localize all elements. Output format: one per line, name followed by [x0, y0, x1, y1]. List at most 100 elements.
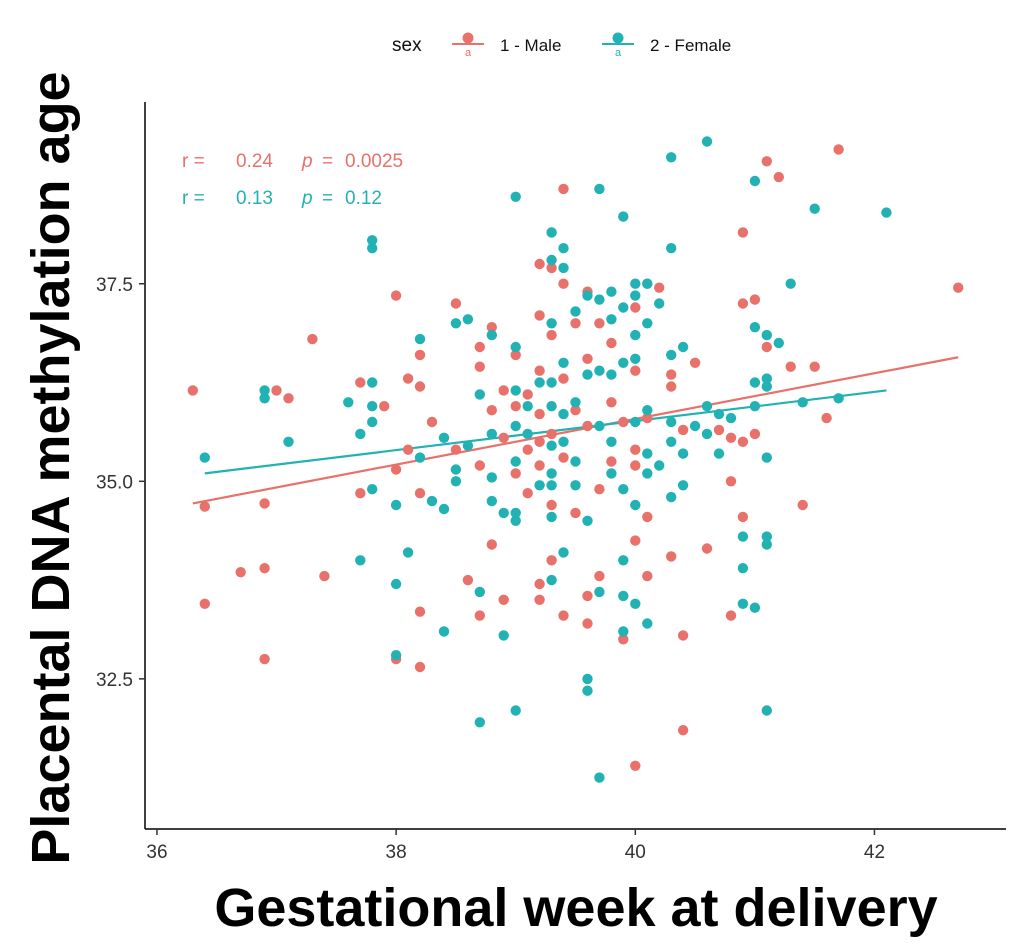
data-point-male — [426, 416, 438, 428]
data-point-male — [582, 353, 593, 364]
data-point-male — [630, 365, 641, 376]
data-point-male — [486, 405, 497, 416]
legend-key-glyph-female: a — [615, 47, 622, 59]
data-point-female — [606, 436, 617, 447]
y-tick-label: 35.0 — [96, 472, 133, 493]
data-point-male — [510, 468, 521, 479]
data-point-male — [821, 412, 832, 424]
data-point-male — [414, 606, 426, 617]
data-point-male — [498, 432, 509, 443]
data-point-female — [390, 578, 402, 590]
data-point-female — [486, 428, 497, 440]
data-point-female — [594, 365, 605, 376]
data-point-female — [773, 337, 784, 349]
data-point-female — [582, 673, 593, 685]
data-point-male — [833, 144, 844, 155]
data-point-female — [642, 448, 653, 459]
data-point-male — [761, 341, 772, 353]
data-point-female — [355, 555, 366, 566]
data-point-female — [630, 278, 641, 289]
data-point-female — [701, 428, 713, 440]
data-point-female — [797, 397, 808, 408]
data-point-female — [630, 329, 641, 341]
data-point-female — [570, 456, 581, 467]
data-point-male — [737, 436, 749, 447]
data-point-female — [486, 495, 497, 507]
data-point-male — [558, 452, 569, 463]
data-point-female — [594, 586, 605, 598]
data-point-male — [630, 760, 641, 771]
data-point-male — [534, 310, 545, 321]
data-point-male — [606, 456, 617, 467]
data-point-female — [594, 420, 605, 432]
data-point-male — [606, 337, 617, 349]
data-point-female — [809, 203, 820, 214]
data-point-female — [618, 555, 629, 566]
data-point-male — [450, 444, 462, 455]
stat-male-r-label: r = — [182, 151, 205, 172]
data-point-female — [558, 243, 569, 254]
data-point-male — [534, 594, 545, 605]
data-point-male — [630, 535, 641, 546]
data-point-male — [271, 385, 282, 396]
data-point-female — [630, 499, 641, 511]
data-point-female — [618, 211, 629, 222]
data-point-female — [761, 452, 772, 463]
data-point-female — [414, 333, 426, 345]
data-point-male — [677, 725, 689, 736]
data-point-female — [618, 590, 629, 602]
data-point-male — [522, 444, 533, 455]
data-point-male — [630, 302, 641, 313]
data-point-male — [534, 258, 545, 270]
data-point-female — [498, 630, 509, 641]
fit-line-male — [192, 356, 959, 505]
data-point-female — [618, 626, 629, 637]
data-point-male — [582, 590, 593, 602]
data-point-female — [701, 136, 713, 147]
data-point-male — [414, 381, 426, 392]
data-point-female — [737, 531, 749, 542]
data-point-female — [546, 318, 557, 329]
legend-item-female: a 2 - Female — [602, 32, 731, 59]
data-point-male — [570, 318, 581, 329]
data-point-male — [666, 369, 677, 380]
data-point-female — [450, 318, 462, 329]
data-point-male — [283, 393, 294, 404]
data-point-male — [725, 476, 737, 487]
data-point-male — [534, 436, 545, 447]
data-point-male — [953, 282, 964, 293]
data-point-male — [785, 361, 796, 372]
data-point-female — [594, 772, 605, 783]
data-point-male — [773, 171, 784, 183]
data-point-male — [570, 507, 581, 519]
data-point-female — [749, 602, 761, 613]
stats-annotation: r = 0.24 p = 0.0025 r = 0.13 p = 0.12 — [182, 151, 403, 209]
y-ticks: 32.5 35.0 37.5 — [96, 275, 145, 691]
data-point-female — [283, 436, 294, 447]
data-point-male — [390, 464, 402, 475]
data-point-male — [761, 156, 772, 167]
data-point-female — [677, 341, 689, 353]
data-point-male — [558, 278, 569, 289]
data-point-male — [259, 563, 270, 574]
legend-item-male: a 1 - Male — [452, 32, 561, 59]
x-axis-title: Gestational week at delivery — [214, 878, 937, 938]
data-point-female — [642, 618, 653, 629]
data-point-female — [474, 717, 485, 728]
data-point-male — [522, 389, 533, 400]
data-point-female — [510, 420, 521, 432]
data-point-male — [199, 598, 210, 609]
data-point-male — [414, 349, 426, 361]
data-point-male — [534, 578, 545, 590]
data-point-male — [534, 365, 545, 376]
y-axis-title: Placental DNA methylation age — [21, 71, 81, 864]
data-point-male — [737, 511, 749, 523]
data-point-female — [426, 495, 438, 507]
data-point-male — [510, 349, 521, 361]
data-point-male — [582, 618, 593, 629]
data-point-female — [570, 306, 581, 317]
data-point-female — [666, 491, 677, 503]
data-point-male — [642, 511, 653, 523]
